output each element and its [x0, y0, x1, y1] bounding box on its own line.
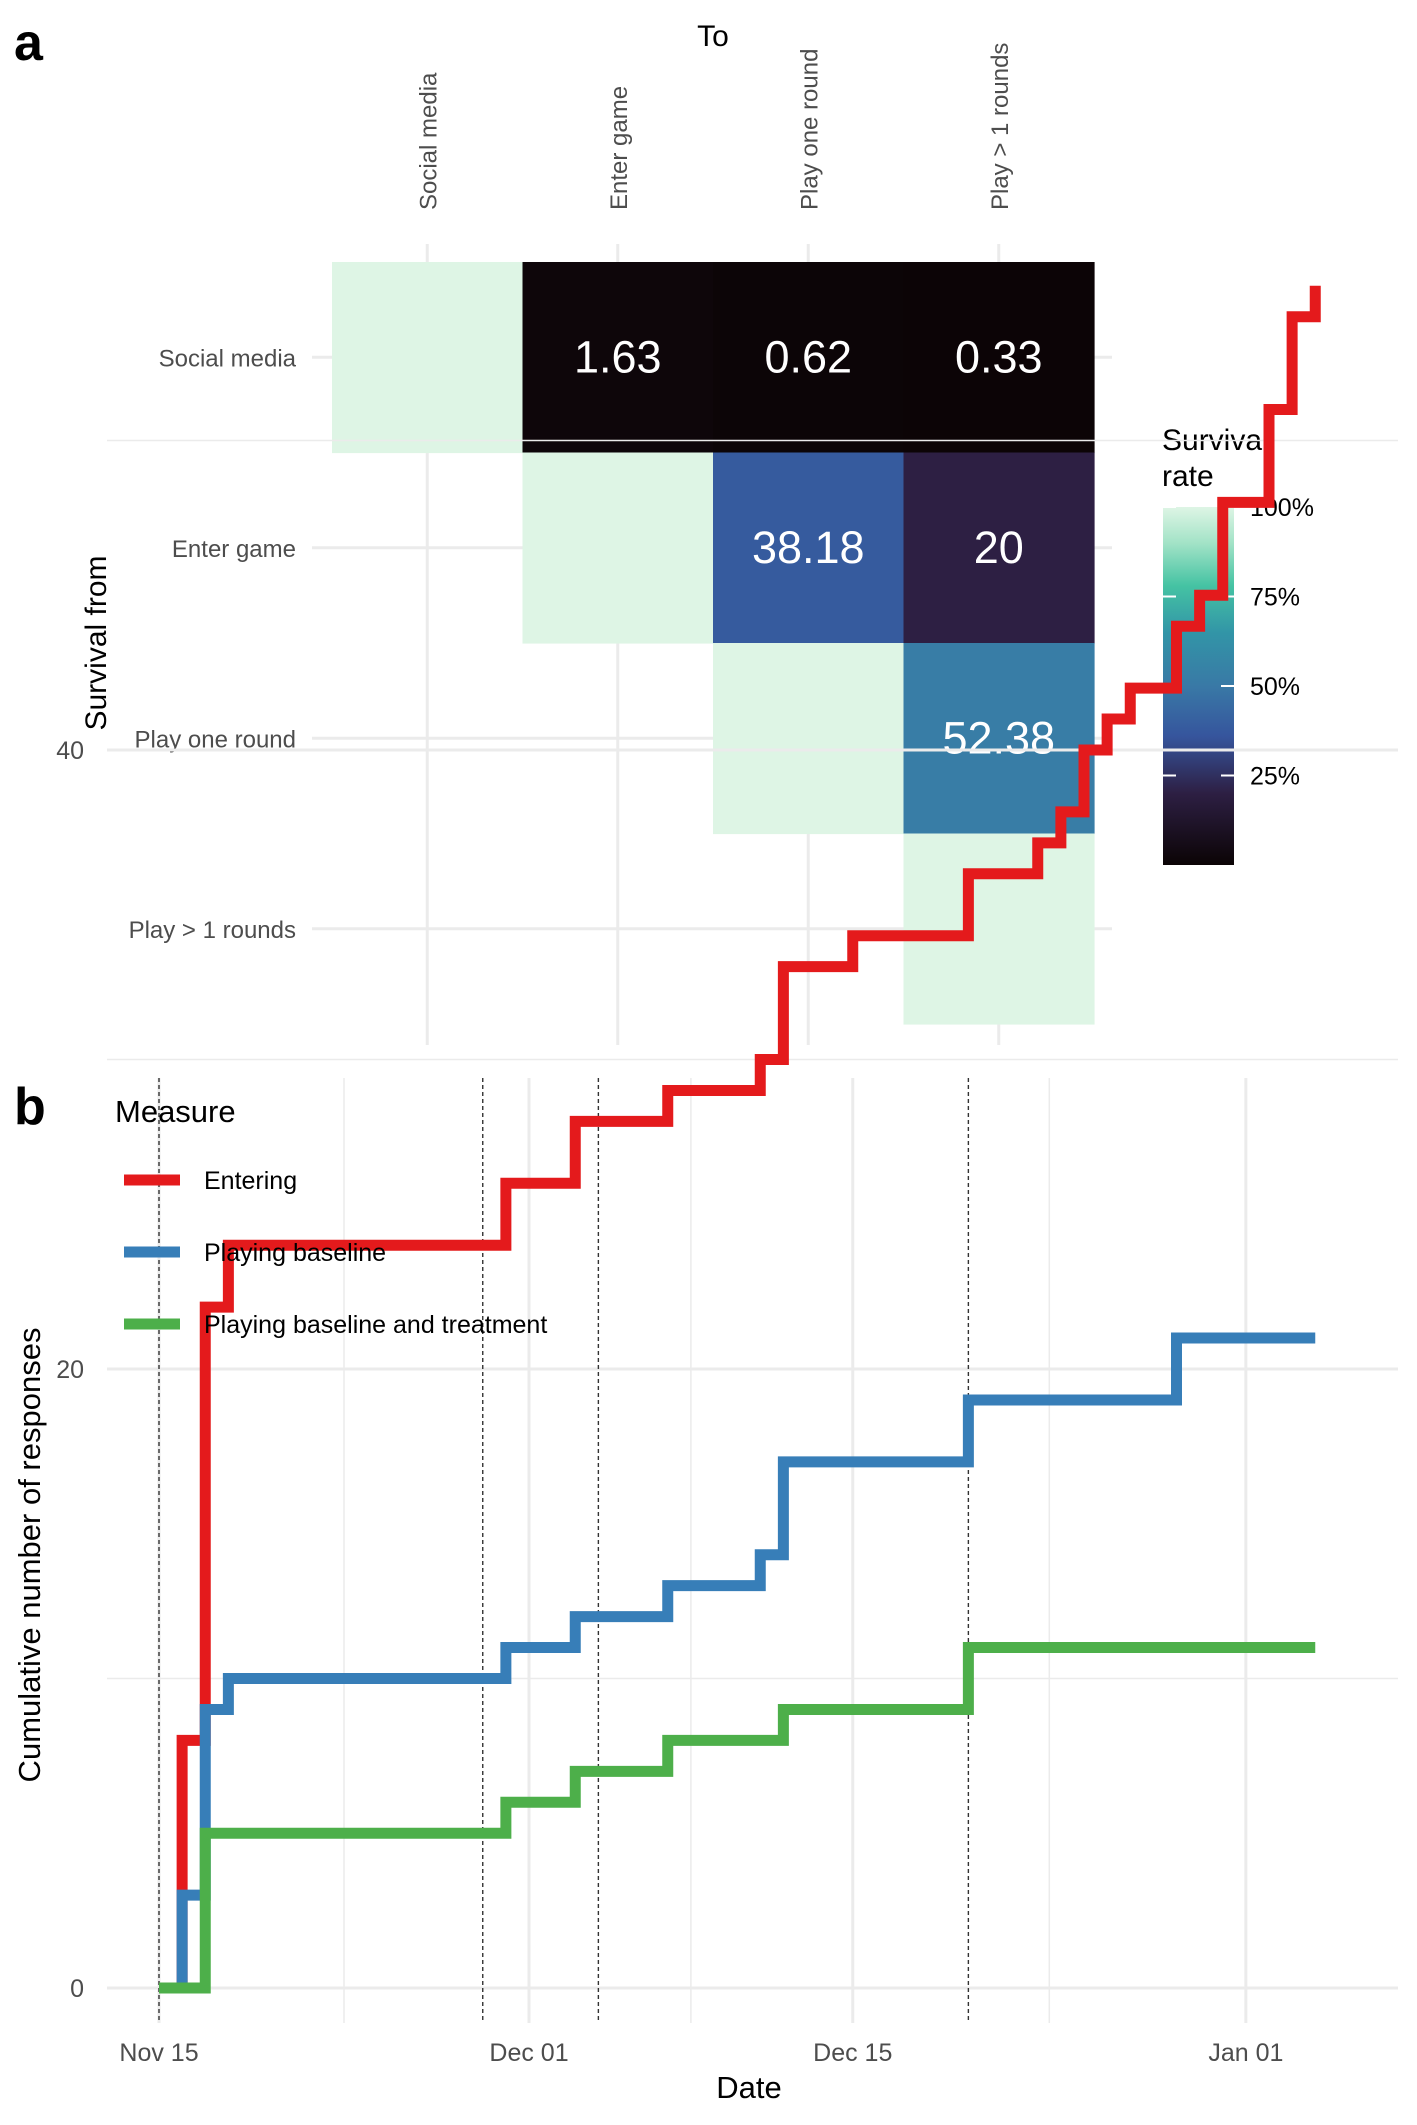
series-line-entering	[159, 285, 1321, 1994]
legend-label-playing-baseline: Playing baseline	[204, 1239, 386, 1267]
legend-label-playing-baseline-and-treatment: Playing baseline and treatment	[204, 1311, 547, 1339]
heatmap-x-tick-labels: Social media Enter game Play one round Play…	[415, 43, 1014, 210]
panel-a-heatmap: a To Survival from 1.63 0.62 0.33 38.18 20 52…	[14, 14, 1314, 1045]
y-tick-label-play-1-rounds: Play > 1 rounds	[129, 917, 296, 944]
heatmap-cell-social-media-to-play-1-rounds	[903, 262, 1095, 454]
colorbar-ticks: 100%75%50%25%	[1163, 494, 1314, 791]
heatmap-cell-social-media-to-enter-game	[522, 262, 714, 454]
x-tick-label: Dec 15	[813, 2039, 892, 2067]
legend-label-entering: Entering	[204, 1167, 297, 1195]
heatmap-cell-label: 38.18	[752, 522, 865, 573]
panel-b-step-chart: b 0 20 40 Nov 15 Dec 01 Dec 15 Jan 01 Date Cu…	[12, 285, 1398, 2105]
heatmap-cell-label: 52.38	[942, 712, 1055, 763]
x-tick-label-enter-game: Enter game	[606, 86, 633, 210]
y-tick-label-enter-game: Enter game	[172, 536, 296, 563]
x-tick-label: Dec 01	[489, 2039, 568, 2067]
step-series	[159, 285, 1321, 1994]
series-line-playing-baseline-and-treatment	[159, 1642, 1316, 1994]
heatmap-cell-play-one-round-to-play-one-round	[713, 643, 905, 835]
heatmap-cell-enter-game-to-play-one-round	[713, 452, 905, 644]
heatmap-cell-label: 20	[974, 522, 1024, 573]
step-chart-y-tick-labels: 0 20 40	[56, 737, 84, 2003]
step-chart-x-tick-labels: Nov 15 Dec 01 Dec 15 Jan 01	[119, 2039, 1283, 2067]
heatmap-cell-labels: 1.63 0.62 0.33 38.18 20 52.38	[574, 331, 1055, 763]
heatmap-cell-play-one-round-to-play-1-rounds	[903, 643, 1095, 835]
y-tick-label: 40	[56, 737, 84, 765]
legend-items: Entering Playing baseline Playing baseline…	[124, 1167, 547, 1339]
x-tick-label-social-media: Social media	[415, 72, 442, 210]
heatmap-cell-label: 0.62	[764, 331, 852, 382]
to-axis-title: To	[697, 20, 729, 53]
heatmap-cell-enter-game-to-play-1-rounds	[903, 452, 1095, 644]
event-dashed-lines	[158, 1078, 970, 2023]
x-tick-label-play-one-round: Play one round	[796, 49, 823, 210]
heatmap-cell-enter-game-to-enter-game	[522, 452, 714, 644]
y-tick-label: 20	[56, 1356, 84, 1384]
legend-title: Measure	[115, 1094, 236, 1129]
colorbar-legend: Survival rate 100%75%50%25%	[1162, 424, 1314, 865]
heatmap-cell-social-media-to-play-one-round	[713, 262, 905, 454]
colorbar-title-line2: rate	[1162, 460, 1214, 493]
x-tick-label-play-1-rounds: Play > 1 rounds	[987, 43, 1014, 210]
heatmap-cells	[332, 262, 1095, 1025]
heatmap-cell-play-1-rounds-to-play-1-rounds	[903, 833, 1095, 1025]
panel-a-tag: a	[14, 14, 44, 72]
measure-legend: Measure Entering Playing baseline Playing …	[115, 1094, 547, 1339]
colorbar-tick-label: 25%	[1250, 763, 1300, 791]
x-tick-label: Jan 01	[1208, 2039, 1283, 2067]
colorbar-tick-label: 50%	[1250, 673, 1300, 701]
x-tick-label: Nov 15	[119, 2039, 198, 2067]
heatmap-cell-label: 0.33	[955, 331, 1043, 382]
y-tick-label-social-media: Social media	[159, 345, 297, 372]
x-axis-label: Date	[716, 2070, 781, 2105]
heatmap-cell-label: 1.63	[574, 331, 662, 382]
series-line-playing-baseline	[159, 1332, 1316, 1994]
heatmap-cell-social-media-to-social-media	[332, 262, 524, 454]
y-axis-label: Cumulative number of responses	[12, 1328, 47, 1783]
panel-b-tag: b	[14, 1078, 46, 1136]
survival-from-axis-title: Survival from	[80, 555, 113, 730]
colorbar-tick-label: 75%	[1250, 584, 1300, 612]
y-tick-label: 0	[70, 1975, 84, 2003]
